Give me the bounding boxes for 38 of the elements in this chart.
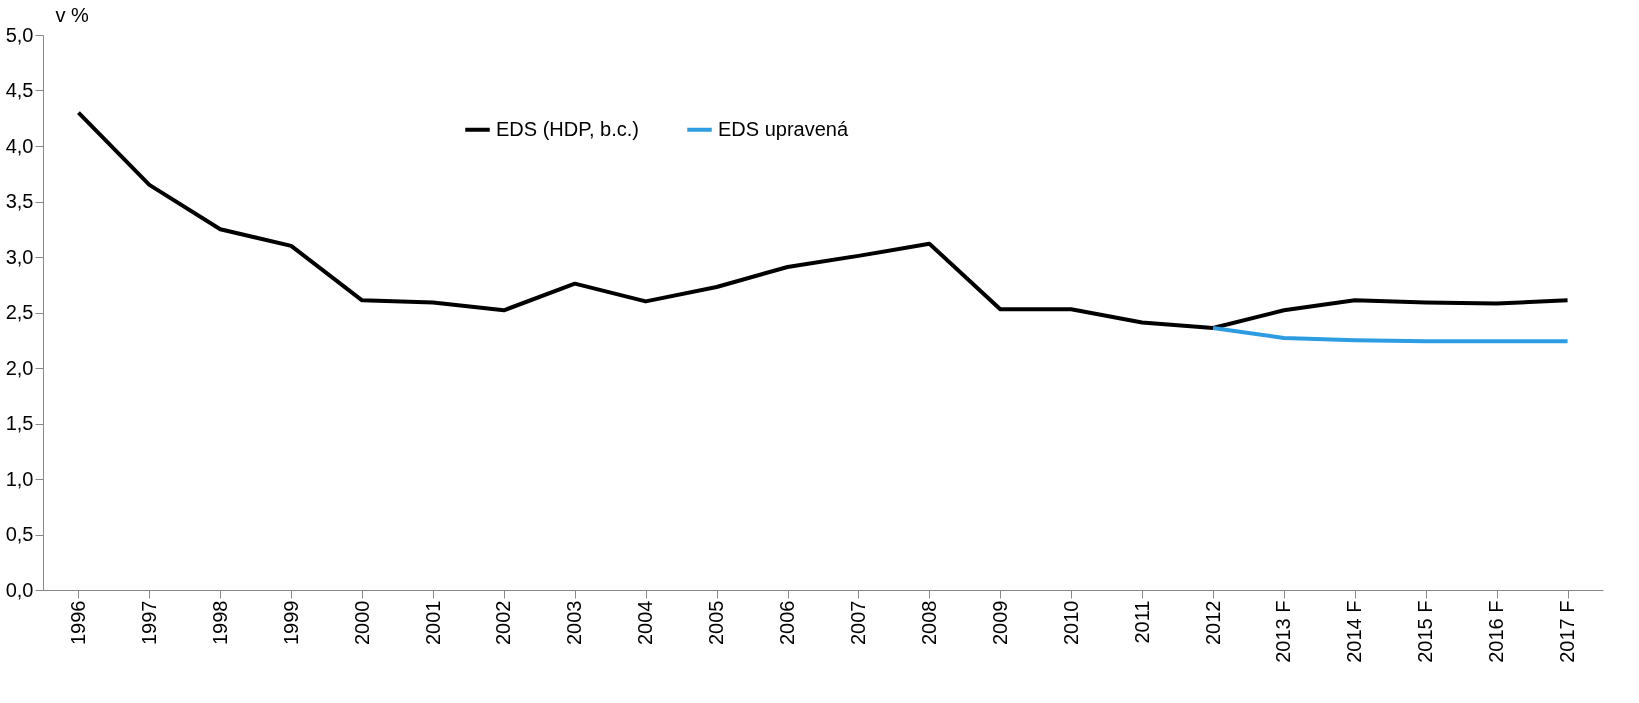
x-tick-label: 2007 [846, 600, 869, 645]
x-tick-label: 1999 [279, 600, 302, 645]
x-tick-label: 2001 [421, 600, 444, 645]
legend-label: EDS upravená [718, 117, 849, 140]
x-tick-label: 2003 [563, 600, 586, 645]
x-tick-label: 2008 [917, 600, 940, 645]
x-tick-label: 2014 F [1343, 600, 1366, 663]
y-tick-label: 5,0 [5, 23, 34, 46]
x-tick-label: 2006 [776, 600, 799, 645]
x-tick-label: 1996 [66, 600, 89, 645]
legend-label: EDS (HDP, b.c.) [496, 117, 639, 140]
x-tick-label: 2002 [492, 600, 515, 645]
y-tick-label: 2,0 [5, 356, 34, 379]
x-tick-label: 2011 [1130, 600, 1153, 644]
x-tick-label: 2015 F [1414, 600, 1437, 663]
line-series [76, 110, 1570, 331]
y-tick-label: 0,5 [5, 523, 34, 545]
x-tick-label: 2013 F [1272, 600, 1295, 663]
x-tick-label: 1997 [137, 600, 160, 645]
x-tick-label: 2010 [1059, 600, 1082, 645]
x-tick-label: 2005 [705, 600, 728, 645]
x-tick-label: 2009 [988, 600, 1011, 645]
y-tick-label: 0,0 [5, 578, 34, 601]
y-tick-label: 2,5 [5, 301, 34, 323]
y-tick-label: 1,0 [5, 467, 34, 490]
x-tick-label: 1998 [208, 600, 231, 645]
y-axis-title: v % [55, 3, 90, 26]
x-tick-label: 2012 [1201, 600, 1224, 645]
line-series [1211, 326, 1570, 344]
x-tick-label: 2016 F [1485, 600, 1508, 663]
y-tick-label: 3,0 [5, 245, 34, 268]
x-tick-label: 2017 F [1556, 600, 1579, 663]
y-tick-label: 1,5 [5, 412, 34, 434]
y-tick-label: 4,0 [5, 134, 34, 157]
x-tick-label: 2000 [350, 600, 373, 645]
y-tick-label: 3,5 [5, 190, 34, 212]
x-tick-label: 2004 [634, 600, 657, 645]
y-tick-label: 4,5 [5, 79, 34, 101]
